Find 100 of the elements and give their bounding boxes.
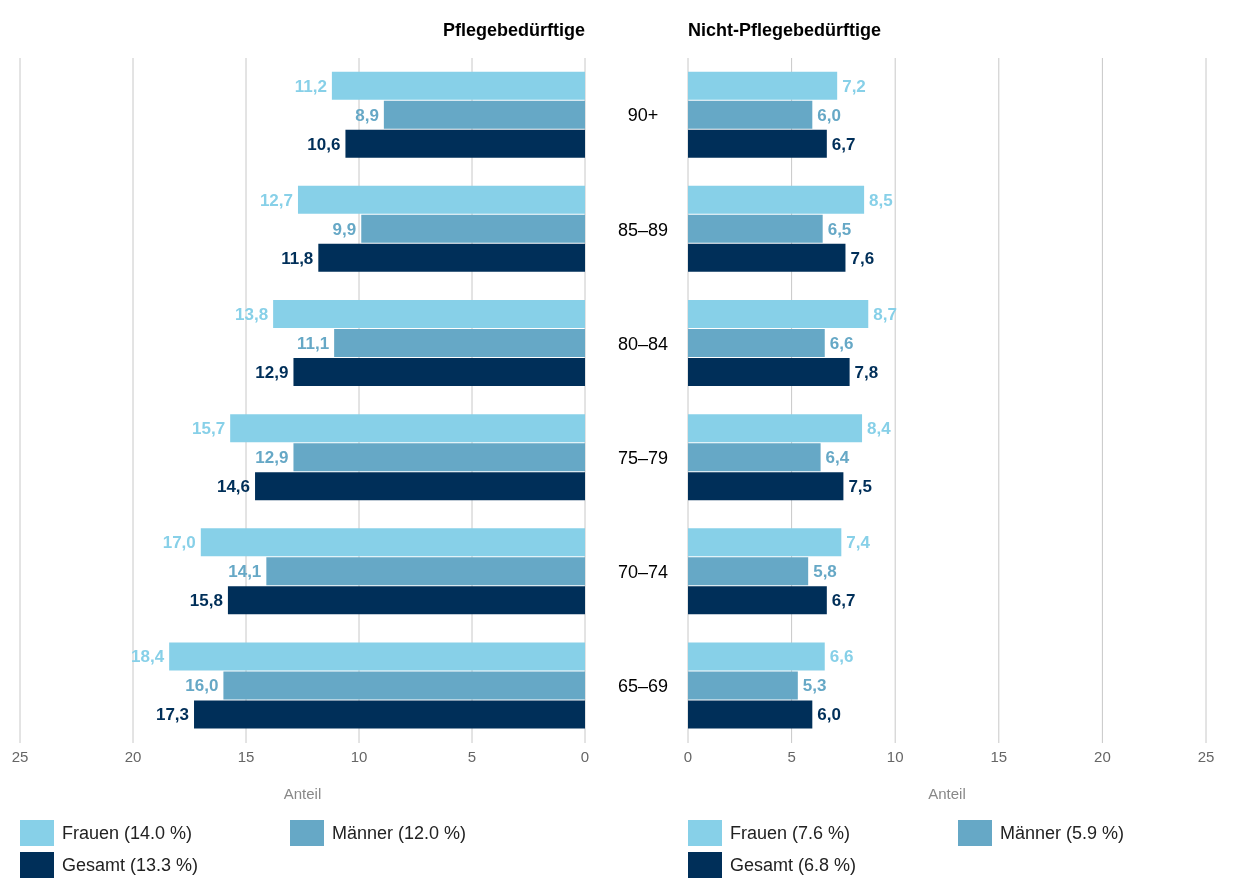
- bar: [688, 642, 825, 671]
- bar: [273, 300, 585, 329]
- bar: [688, 100, 813, 129]
- x-tick-label: 5: [787, 747, 796, 765]
- y-tick-label: 65–69: [617, 676, 669, 697]
- data-label: 7,6: [850, 248, 875, 268]
- data-label: 8,4: [867, 419, 892, 439]
- legend-label: Männer (5.9 %): [999, 821, 1126, 845]
- bar: [688, 300, 869, 329]
- data-label: 11,1: [296, 333, 330, 353]
- data-label: 12,9: [255, 448, 289, 468]
- data-label: 6,6: [829, 647, 854, 667]
- y-tick-label: 85–89: [617, 219, 669, 240]
- x-tick-label: 20: [124, 747, 142, 765]
- bar: [293, 358, 585, 387]
- bar: [169, 642, 585, 671]
- bar: [200, 528, 585, 557]
- data-label: 9,9: [332, 219, 357, 239]
- bar: [688, 129, 827, 158]
- bar: [688, 671, 798, 700]
- bar: [688, 443, 821, 472]
- bar: [293, 443, 585, 472]
- data-label: 16,0: [185, 676, 219, 696]
- legend-label: Frauen (14.0 %): [61, 821, 194, 845]
- y-tick-label: 70–74: [617, 562, 669, 583]
- x-tick-label: 10: [350, 747, 368, 765]
- x-tick-label: 25: [1197, 747, 1215, 765]
- bar: [688, 414, 863, 443]
- legend-label: Gesamt (6.8 %): [729, 853, 858, 877]
- x-tick-label: 5: [467, 747, 477, 765]
- bar: [194, 700, 585, 729]
- bar: [688, 586, 827, 615]
- data-label: 17,0: [162, 533, 196, 553]
- data-label: 6,0: [817, 705, 841, 725]
- y-tick-label: 75–79: [617, 447, 669, 468]
- data-label: 5,3: [802, 676, 827, 696]
- bar: [334, 329, 585, 358]
- x-tick-label: 15: [237, 747, 255, 765]
- data-label: 13,8: [235, 304, 269, 324]
- bar: [227, 586, 585, 615]
- legend-label: Frauen (7.6 %): [729, 821, 852, 845]
- data-label: 7,2: [842, 76, 866, 96]
- chart-title: Nicht-Pflegebedürftige: [688, 20, 882, 41]
- legend-label: Männer (12.0 %): [331, 821, 468, 845]
- bar: [688, 472, 844, 501]
- bar: [688, 185, 865, 214]
- data-label: 7,4: [846, 533, 871, 553]
- x-tick-label: 25: [11, 747, 29, 765]
- x-tick-label: 20: [1094, 747, 1111, 765]
- data-label: 8,9: [355, 105, 379, 125]
- bar: [361, 214, 585, 243]
- data-label: 8,7: [873, 304, 897, 324]
- data-label: 7,8: [854, 362, 879, 382]
- x-tick-label: 0: [683, 747, 693, 765]
- y-tick-label: 80–84: [617, 333, 669, 354]
- data-label: 6,7: [831, 134, 856, 154]
- data-label: 17,3: [155, 705, 190, 725]
- y-tick-label: 90+: [627, 105, 659, 126]
- data-label: 12,9: [255, 362, 289, 382]
- bar: [297, 185, 585, 214]
- bar: [383, 100, 585, 129]
- bar: [688, 214, 823, 243]
- data-label: 10,6: [307, 134, 341, 154]
- data-label: 6,0: [817, 105, 841, 125]
- data-label: 6,6: [829, 333, 854, 353]
- legend-label: Gesamt (13.3 %): [61, 853, 200, 877]
- data-label: 5,8: [813, 562, 837, 582]
- bar: [331, 71, 585, 100]
- x-tick-label: 0: [580, 747, 590, 765]
- data-label: 11,2: [294, 76, 327, 96]
- bar: [255, 472, 585, 501]
- bar: [318, 243, 585, 272]
- bar: [688, 700, 813, 729]
- x-tick-label: 15: [990, 747, 1008, 765]
- bar: [230, 414, 585, 443]
- data-label: 6,4: [825, 448, 850, 468]
- data-label: 15,7: [192, 419, 226, 439]
- bar: [688, 528, 842, 557]
- bar: [688, 243, 846, 272]
- data-label: 11,8: [281, 248, 314, 268]
- data-label: 6,5: [827, 219, 852, 239]
- bar: [688, 358, 850, 387]
- data-label: 7,5: [848, 477, 873, 497]
- x-axis-title: Anteil: [283, 785, 322, 802]
- bar: [688, 71, 838, 100]
- data-label: 8,5: [869, 190, 893, 210]
- data-label: 15,8: [189, 591, 223, 611]
- data-label: 14,1: [228, 562, 262, 582]
- bar: [345, 129, 585, 158]
- x-tick-label: 10: [886, 747, 904, 765]
- bar: [688, 329, 825, 358]
- x-axis-title: Anteil: [928, 785, 966, 802]
- bar: [688, 557, 809, 586]
- bar: [223, 671, 585, 700]
- chart-title: Pflegebedürftige: [442, 20, 585, 41]
- bar: [266, 557, 585, 586]
- data-label: 14,6: [216, 477, 251, 497]
- data-label: 12,7: [259, 190, 293, 210]
- data-label: 6,7: [831, 591, 856, 611]
- data-label: 18,4: [131, 647, 165, 667]
